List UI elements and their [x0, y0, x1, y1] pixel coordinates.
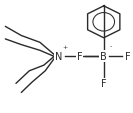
Text: F: F: [125, 52, 130, 61]
Text: N: N: [55, 52, 62, 61]
Text: B: B: [100, 52, 107, 61]
Text: F: F: [101, 79, 107, 89]
Text: -: -: [110, 44, 112, 49]
Text: +: +: [63, 45, 68, 50]
Text: F: F: [77, 52, 83, 61]
